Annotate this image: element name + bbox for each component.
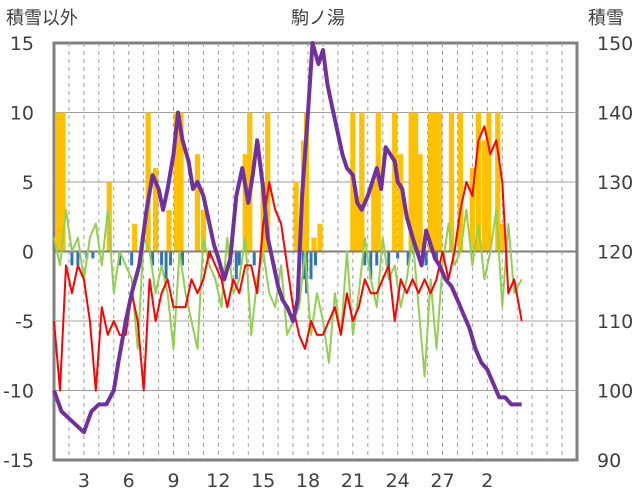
precip_snowfall-bar	[398, 154, 404, 252]
y-right-tick-label: 120	[597, 242, 633, 264]
precip_snowfall-bar	[371, 182, 377, 252]
precip_snowfall-bar	[417, 154, 423, 252]
precip_snowfall-bar	[293, 182, 299, 252]
precip_snowfall-bar	[194, 154, 201, 252]
precip_snowfall-bar	[265, 112, 271, 252]
y-right-tick-label: 130	[597, 172, 633, 194]
negative_bar-bar	[375, 251, 379, 266]
precip_snowfall-bar	[354, 195, 360, 252]
y-right-tick-label: 110	[597, 311, 633, 333]
x-tick-label: 9	[167, 470, 179, 492]
y-right-tick-label: 100	[597, 381, 633, 403]
precip_snowfall-bar	[166, 209, 172, 252]
negative_bar-bar	[234, 251, 238, 280]
negative_bar-bar	[369, 251, 373, 280]
negative_bar-bar	[91, 251, 95, 259]
snow_depth-line	[52, 41, 522, 435]
precip_snowfall-bar	[413, 112, 419, 252]
x-tick-label: 21	[341, 470, 365, 492]
y-left-tick-label: -15	[3, 450, 34, 472]
negative_bar-bar	[151, 251, 155, 266]
negative_bar-bar	[76, 251, 80, 266]
negative_bar-bar	[363, 251, 367, 266]
negative_bar-bar	[130, 251, 134, 266]
y-right-tick-label: 140	[597, 103, 633, 125]
y-left-tick-label: 10	[10, 103, 34, 125]
precip_snowfall-bar	[457, 112, 464, 252]
negative_bar-bar	[169, 251, 173, 266]
precip_snowfall-bar	[55, 112, 62, 252]
right-axis-label: 積雪	[588, 8, 624, 29]
precip_snowfall-bar	[317, 223, 323, 252]
precip_snowfall-bar	[481, 140, 487, 252]
precip_snowfall-bar	[427, 112, 434, 252]
negative_bar-bar	[70, 251, 74, 266]
x-tick-label: 6	[123, 470, 135, 492]
lines-layer	[52, 41, 523, 435]
precip_snowfall-bar	[486, 112, 492, 252]
negative_bar-bar	[252, 251, 256, 266]
negative_bar-bar	[435, 251, 439, 259]
y-right-tick-label: 90	[597, 450, 621, 472]
precip_snowfall-bar	[436, 112, 443, 252]
precip_snowfall-bar	[359, 112, 365, 252]
axes-layer: -15 -10 -5 0 5 10 15 90 100 110 120 130 140 150 3 6 9 12 1…	[3, 33, 633, 492]
negative_bar-bar	[314, 251, 317, 266]
negative_bar-bar	[406, 251, 410, 266]
negative_bar-bar	[387, 251, 391, 266]
negative_bar-bar	[118, 251, 122, 266]
precip_snowfall-bar	[469, 168, 476, 252]
negative_bar-bar	[160, 251, 164, 266]
negative_bar-bar	[309, 251, 313, 280]
precip_snowfall-bar	[178, 112, 184, 252]
chart-title: 駒ノ湯	[291, 8, 345, 29]
left-axis-label: 積雪以外	[6, 8, 78, 29]
precip_snowfall-bar	[200, 209, 207, 252]
precip_snowfall-bar	[475, 112, 481, 252]
temp_min-line	[53, 208, 523, 378]
precip_snowfall-bar	[173, 112, 180, 252]
x-tick-label: 24	[386, 470, 410, 492]
y-left-tick-label: -10	[3, 381, 34, 403]
precip_snowfall-bar	[145, 112, 151, 252]
negative_bar-bar	[237, 251, 241, 266]
x-tick-label: 15	[251, 470, 275, 492]
x-tick-label: 12	[206, 470, 230, 492]
negative_bar-bar	[424, 251, 428, 266]
precip_snowfall-bar	[132, 223, 138, 252]
precip_snowfall-bar	[242, 154, 248, 252]
x-tick-label: 3	[78, 470, 90, 492]
precip_snowfall-bar	[152, 168, 159, 252]
precip_snowfall-bar	[495, 112, 501, 252]
x-tick-label: 2	[481, 470, 493, 492]
precip_snowfall-bar	[432, 112, 438, 252]
precip_snowfall-bar	[448, 112, 455, 252]
precip_snowfall-bar	[311, 237, 317, 252]
y-left-tick-label: 15	[10, 33, 34, 55]
precip_snowfall-bar	[408, 112, 414, 252]
y-left-tick-label: 0	[22, 242, 34, 264]
precip_snowfall-bar	[392, 112, 398, 252]
precip_snowfall-bar	[60, 112, 66, 252]
x-tick-label: 18	[296, 470, 320, 492]
precip_snowfall-bar	[499, 223, 505, 252]
negative_bar-bar	[164, 251, 168, 280]
precip_snowfall-bar	[303, 112, 310, 252]
y-left-tick-label: -5	[15, 311, 34, 333]
negative_bar-bar	[396, 251, 400, 259]
y-right-tick-label: 150	[597, 33, 633, 55]
x-tick-label: 27	[430, 470, 454, 492]
negative_bar-bar	[181, 251, 185, 266]
y-left-tick-label: 5	[22, 172, 34, 194]
